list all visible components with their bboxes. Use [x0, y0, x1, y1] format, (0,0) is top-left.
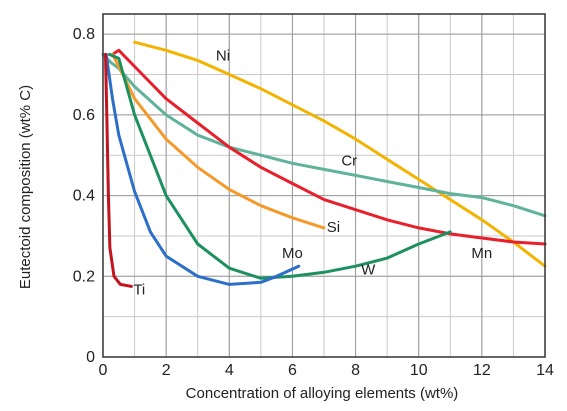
series-line-w: [107, 52, 452, 280]
series-label-mo: Mo: [282, 245, 303, 262]
plot-border: [102, 13, 546, 358]
tick-labels: 0 2 4 6 8 10 12 14 0 0.2 0.4 0.6 0.8: [73, 26, 554, 379]
x-tick-label: 0: [99, 362, 108, 379]
x-tick-label: 10: [410, 362, 428, 379]
series-label-mn: Mn: [471, 245, 492, 262]
y-tick-label: 0.6: [73, 107, 95, 124]
series-label-cr: Cr: [341, 152, 357, 169]
series-lines: [101, 40, 547, 288]
series-line-mo: [104, 52, 301, 286]
plot-frame: [102, 13, 546, 358]
x-tick-label: 2: [162, 362, 171, 379]
series-line-ti: [104, 52, 133, 288]
series-line-cr: [101, 52, 547, 218]
y-tick-label: 0.4: [73, 188, 95, 205]
x-tick-label: 6: [288, 362, 297, 379]
x-tick-label: 14: [536, 362, 554, 379]
grid: [102, 14, 546, 358]
series-line-mn: [111, 48, 547, 246]
y-axis-title: Eutectoid composition (wt% C): [17, 85, 34, 289]
series-label-w: W: [361, 261, 376, 278]
y-tick-label: 0: [86, 349, 95, 366]
series-labels: Ni Cr Mn Si W Mo Ti: [133, 47, 492, 298]
series-line-ni: [133, 40, 547, 268]
x-tick-label: 4: [225, 362, 234, 379]
x-tick-label: 12: [473, 362, 491, 379]
x-tick-label: 8: [351, 362, 360, 379]
x-axis-title: Concentration of alloying elements (wt%): [186, 385, 459, 402]
series-label-ti: Ti: [133, 281, 145, 298]
y-tick-label: 0.2: [73, 268, 95, 285]
series-label-ni: Ni: [216, 47, 230, 64]
y-tick-label: 0.8: [73, 26, 95, 43]
series-label-si: Si: [327, 219, 340, 236]
